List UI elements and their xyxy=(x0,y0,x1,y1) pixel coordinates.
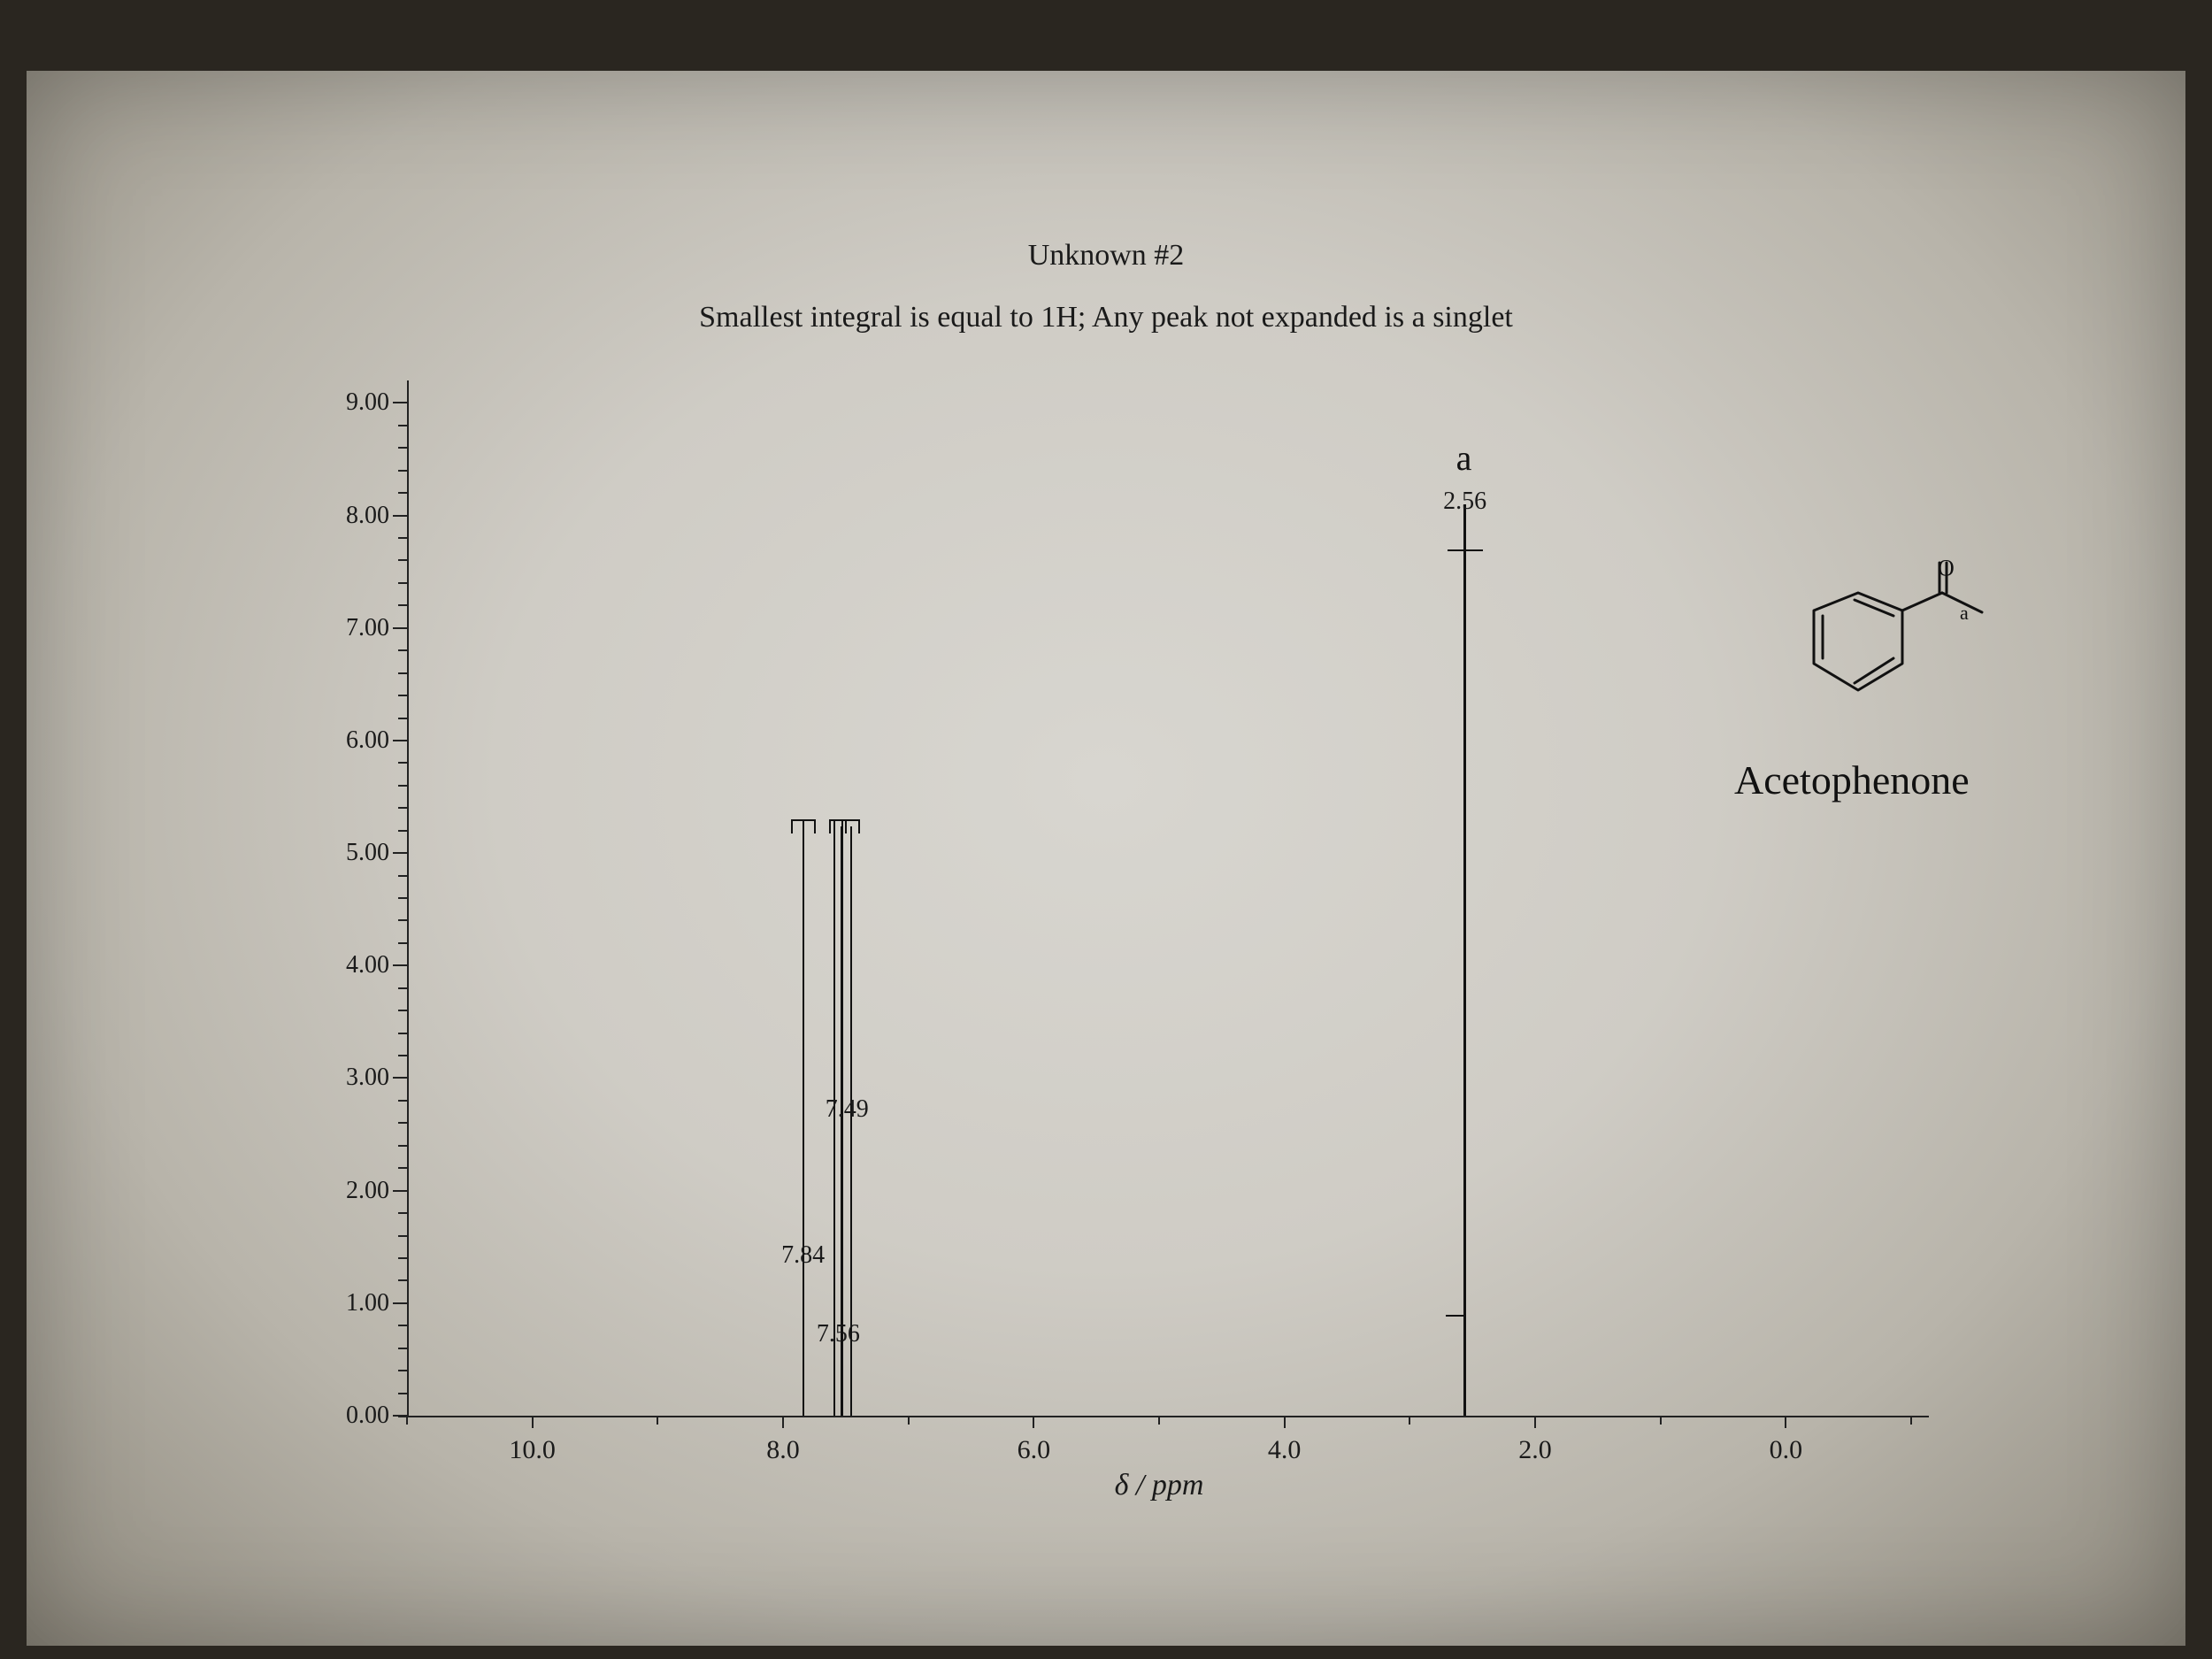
paper-sheet: Unknown #2 Smallest integral is equal to… xyxy=(27,71,2185,1646)
chart-title: Unknown #2 xyxy=(1028,239,1185,273)
x-tick-label: 4.0 xyxy=(1268,1435,1302,1465)
x-tick-label: 6.0 xyxy=(1018,1435,1051,1465)
y-tick-label: 4.00 xyxy=(323,951,389,979)
x-axis-label: δ / ppm xyxy=(1115,1469,1204,1502)
compound-name-handwritten: Acetophenone xyxy=(1734,757,1970,803)
x-tick-label: 10.0 xyxy=(509,1435,556,1465)
peak-label: 7.49 xyxy=(826,1095,869,1124)
y-tick-label: 5.00 xyxy=(323,839,389,867)
nmr-spectrum-plot: 0.001.002.003.004.005.006.007.008.009.00… xyxy=(407,380,1911,1416)
y-tick-label: 0.00 xyxy=(323,1402,389,1430)
y-tick-label: 6.00 xyxy=(323,726,389,755)
y-tick-label: 8.00 xyxy=(323,502,389,530)
y-tick-label: 7.00 xyxy=(323,614,389,642)
structure-svg: O a xyxy=(1796,557,2026,752)
svg-text:a: a xyxy=(1960,602,1969,624)
y-tick-label: 1.00 xyxy=(323,1289,389,1317)
x-tick-label: 8.0 xyxy=(766,1435,800,1465)
y-tick-label: 2.00 xyxy=(323,1177,389,1205)
chart-subtitle: Smallest integral is equal to 1H; Any pe… xyxy=(699,301,1513,334)
y-tick-label: 9.00 xyxy=(323,388,389,417)
x-tick-label: 0.0 xyxy=(1770,1435,1803,1465)
peak-label: 2.56 xyxy=(1443,488,1486,516)
x-tick-label: 2.0 xyxy=(1518,1435,1552,1465)
proton-label-a: a xyxy=(1456,437,1472,479)
svg-text:O: O xyxy=(1938,557,1955,580)
peak-label: 7.84 xyxy=(781,1241,825,1270)
peak-label: 7.56 xyxy=(817,1320,860,1348)
acetophenone-structure: O a xyxy=(1796,557,2026,757)
y-tick-label: 3.00 xyxy=(323,1064,389,1092)
